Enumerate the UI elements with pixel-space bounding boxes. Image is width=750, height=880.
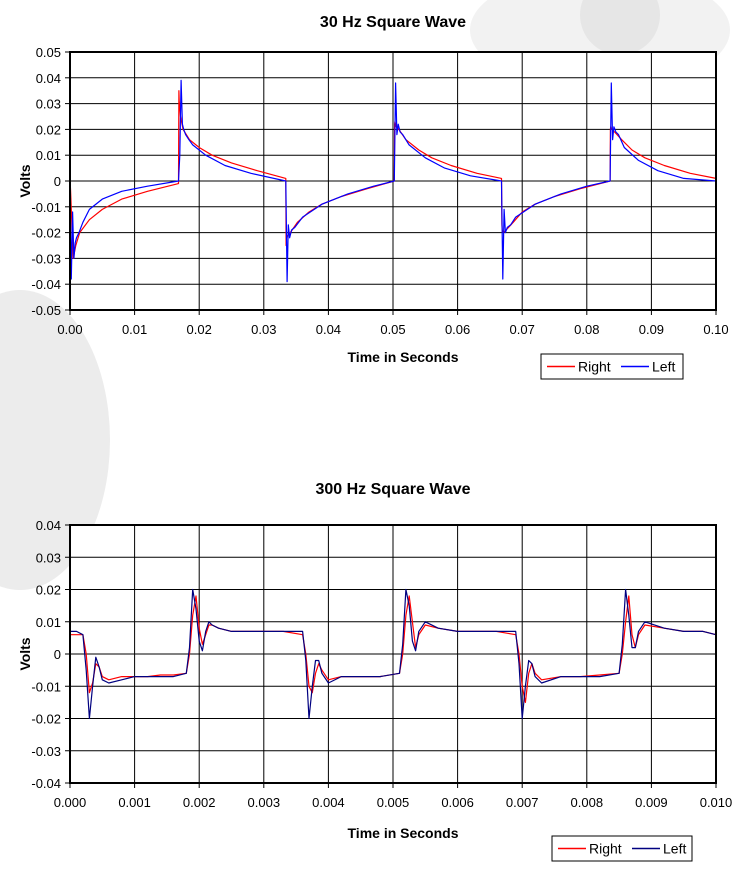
x-tick-label: 0.01 bbox=[122, 322, 147, 337]
y-tick-label: 0.02 bbox=[36, 583, 61, 598]
legend-label-left: Left bbox=[652, 359, 675, 375]
x-tick-label: 0.008 bbox=[571, 795, 604, 810]
y-tick-label: 0 bbox=[54, 174, 61, 189]
x-tick-label: 0.05 bbox=[380, 322, 405, 337]
y-tick-label: 0.01 bbox=[36, 148, 61, 163]
y-tick-label: 0.04 bbox=[36, 518, 61, 533]
x-tick-label: 0.003 bbox=[248, 795, 281, 810]
x-tick-label: 0.00 bbox=[57, 322, 82, 337]
chart-title: 30 Hz Square Wave bbox=[320, 14, 466, 31]
y-tick-label: -0.03 bbox=[31, 251, 61, 266]
y-axis-label: Volts bbox=[17, 164, 33, 197]
x-axis-label: Time in Seconds bbox=[348, 825, 459, 841]
x-tick-label: 0.10 bbox=[703, 322, 728, 337]
x-tick-label: 0.07 bbox=[510, 322, 535, 337]
plot-border bbox=[69, 51, 717, 311]
y-tick-label: 0.05 bbox=[36, 45, 61, 60]
x-tick-label: 0.08 bbox=[574, 322, 599, 337]
y-tick-label: -0.01 bbox=[31, 679, 61, 694]
x-tick-label: 0.04 bbox=[316, 322, 341, 337]
x-axis-label: Time in Seconds bbox=[348, 349, 459, 365]
x-tick-label: 0.001 bbox=[118, 795, 151, 810]
y-tick-label: -0.02 bbox=[31, 226, 61, 241]
x-tick-label: 0.006 bbox=[441, 795, 474, 810]
chart-30hz-square-wave: 30 Hz Square Wave 0.00 0.01 0.02 0.03 0.04 0.0… bbox=[17, 14, 729, 380]
chart-300hz-square-wave: 300 Hz Square Wave 0.000 0.001 0.002 0.003 0.… bbox=[17, 481, 733, 862]
y-tick-label: -0.03 bbox=[31, 744, 61, 759]
y-tick-label: -0.01 bbox=[31, 200, 61, 215]
series-line-left bbox=[70, 588, 717, 720]
x-tick-label: 0.06 bbox=[445, 322, 470, 337]
y-tick-label: 0 bbox=[54, 647, 61, 662]
x-tick-label: 0.000 bbox=[54, 795, 87, 810]
y-tick-label: -0.04 bbox=[31, 776, 61, 791]
y-tick-label: 0.03 bbox=[36, 97, 61, 112]
plot-border bbox=[69, 524, 717, 784]
x-tick-label: 0.009 bbox=[635, 795, 668, 810]
chart-title: 300 Hz Square Wave bbox=[315, 481, 470, 498]
series-line-left bbox=[69, 79, 717, 283]
y-tick-label: -0.04 bbox=[31, 277, 61, 292]
legend-label-right: Right bbox=[589, 841, 622, 857]
x-tick-label: 0.004 bbox=[312, 795, 345, 810]
x-tick-label: 0.09 bbox=[639, 322, 664, 337]
y-tick-label: 0.04 bbox=[36, 71, 61, 86]
x-tick-label: 0.007 bbox=[506, 795, 539, 810]
x-tick-label: 0.010 bbox=[700, 795, 733, 810]
legend-label-right: Right bbox=[578, 359, 611, 375]
x-tick-label: 0.03 bbox=[251, 322, 276, 337]
x-tick-label: 0.02 bbox=[187, 322, 212, 337]
y-tick-label: -0.05 bbox=[31, 303, 61, 318]
y-tick-label: -0.02 bbox=[31, 712, 61, 727]
y-tick-label: 0.01 bbox=[36, 615, 61, 630]
y-tick-label: 0.02 bbox=[36, 122, 61, 137]
y-tick-label: 0.03 bbox=[36, 550, 61, 565]
legend-label-left: Left bbox=[663, 841, 686, 857]
y-axis-label: Volts bbox=[17, 637, 33, 670]
x-tick-label: 0.002 bbox=[183, 795, 216, 810]
x-tick-label: 0.005 bbox=[377, 795, 410, 810]
